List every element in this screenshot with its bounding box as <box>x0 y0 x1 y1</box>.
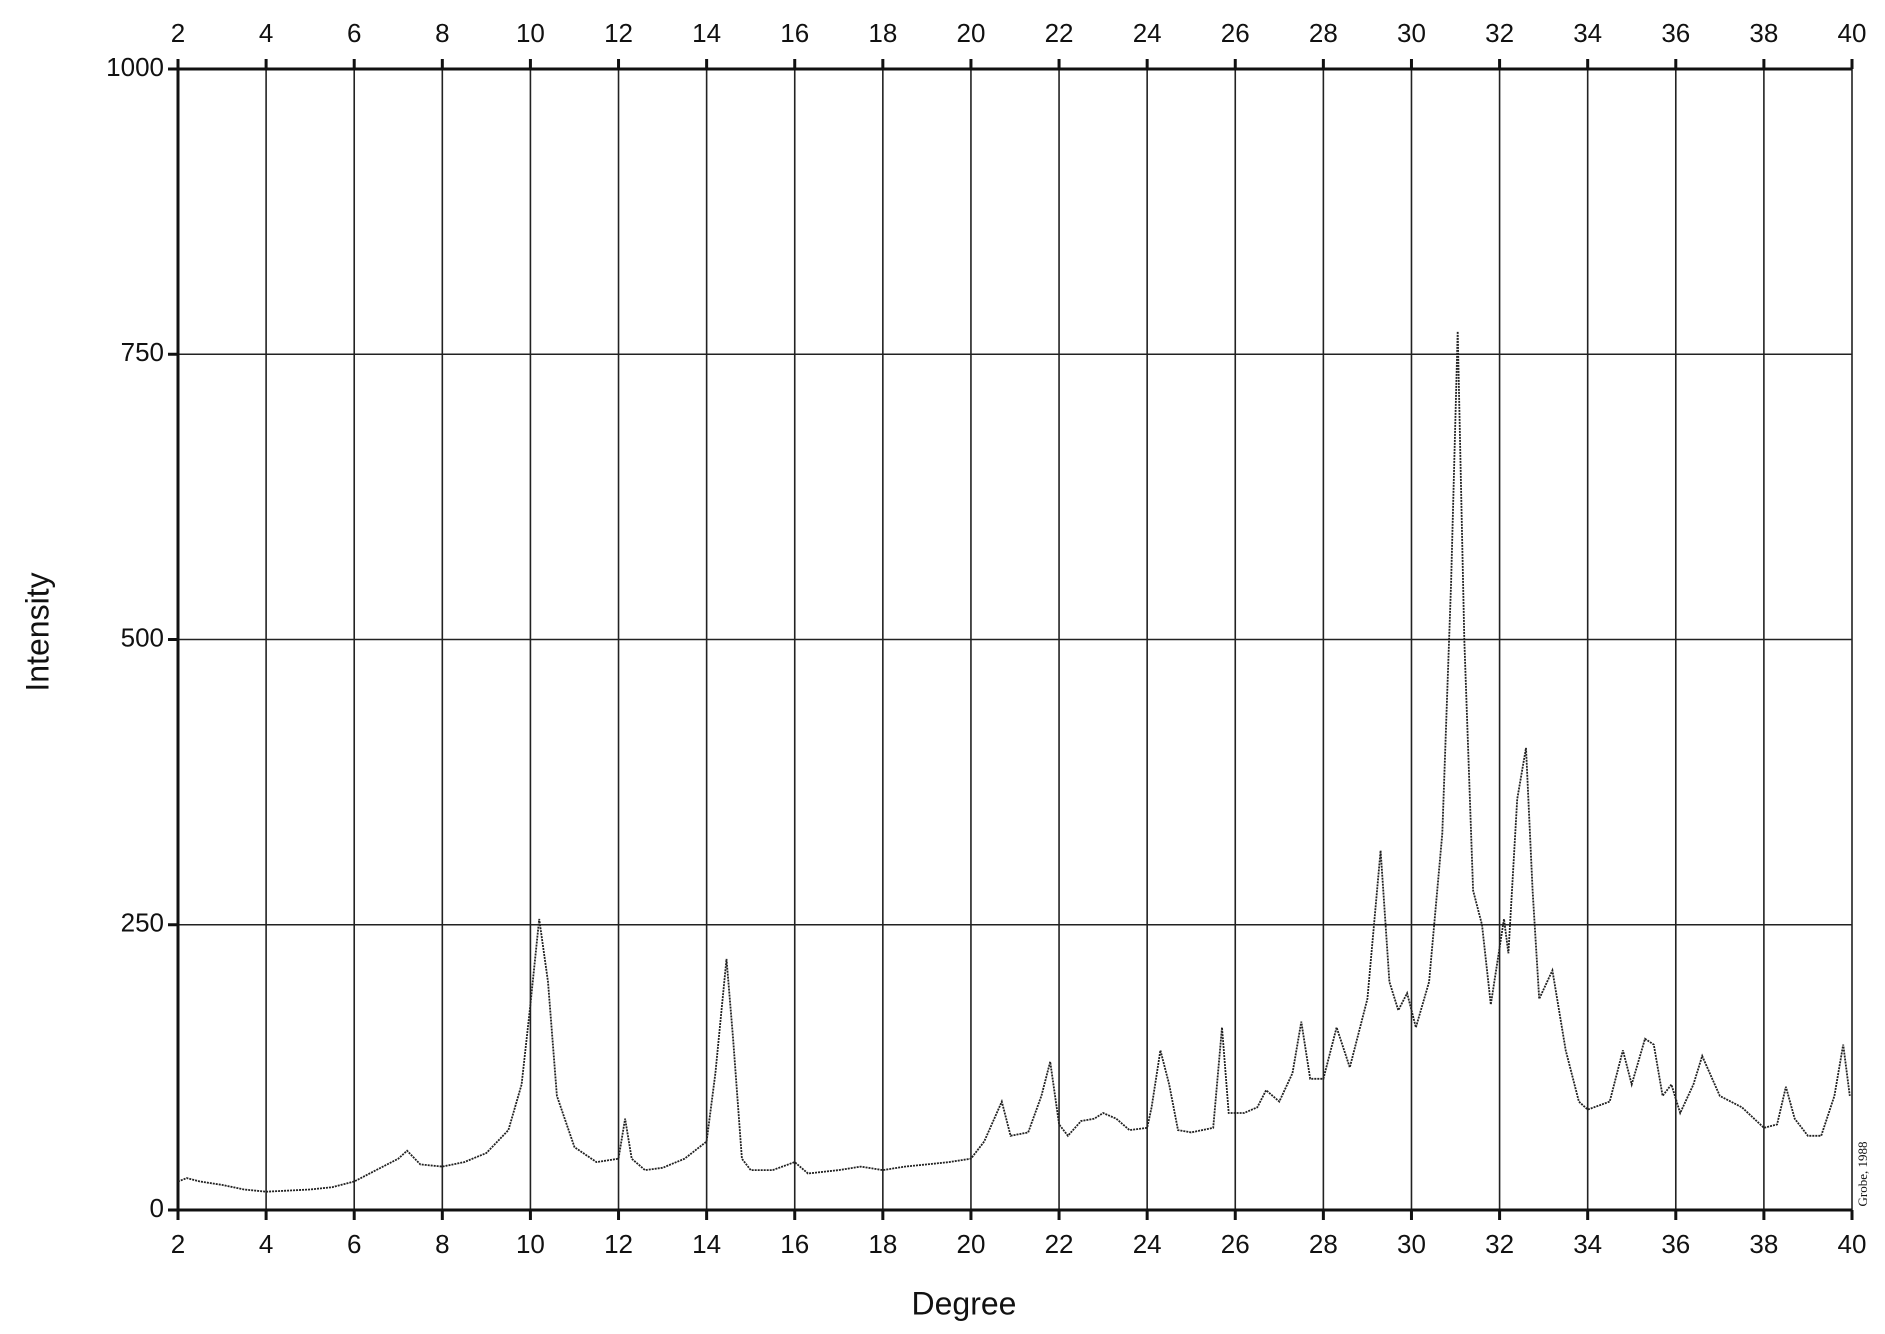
annotation: Grobe, 1988 <box>1855 1142 1870 1207</box>
y-axis-label: Intensity <box>19 572 55 691</box>
x-tick-label-top: 24 <box>1133 18 1162 48</box>
x-tick-label-top: 26 <box>1221 18 1250 48</box>
x-tick-label: 30 <box>1397 1229 1426 1259</box>
y-tick-label: 0 <box>150 1193 164 1223</box>
x-tick-label: 10 <box>516 1229 545 1259</box>
x-tick-label-top: 14 <box>692 18 721 48</box>
x-tick-label-top: 38 <box>1749 18 1778 48</box>
x-tick-label: 20 <box>956 1229 985 1259</box>
data-line <box>177 331 1851 1193</box>
x-tick-label: 24 <box>1133 1229 1162 1259</box>
x-tick-label-top: 8 <box>435 18 449 48</box>
x-axis-label: Degree <box>912 1285 1017 1321</box>
x-tick-label: 2 <box>171 1229 185 1259</box>
x-tick-label: 32 <box>1485 1229 1514 1259</box>
x-tick-label: 18 <box>868 1229 897 1259</box>
x-tick-label: 14 <box>692 1229 721 1259</box>
x-tick-label: 8 <box>435 1229 449 1259</box>
y-tick-label: 750 <box>121 337 164 367</box>
x-tick-label: 16 <box>780 1229 809 1259</box>
x-tick-label: 26 <box>1221 1229 1250 1259</box>
x-tick-label-top: 20 <box>956 18 985 48</box>
y-tick-label: 500 <box>121 622 164 652</box>
x-tick-label: 6 <box>347 1229 361 1259</box>
x-tick-label: 4 <box>259 1229 273 1259</box>
x-tick-label-top: 36 <box>1661 18 1690 48</box>
y-tick-label: 1000 <box>106 52 164 82</box>
x-tick-label-top: 28 <box>1309 18 1338 48</box>
x-tick-label-top: 32 <box>1485 18 1514 48</box>
x-tick-label: 40 <box>1838 1229 1867 1259</box>
x-tick-label-top: 2 <box>171 18 185 48</box>
x-tick-label-top: 6 <box>347 18 361 48</box>
x-tick-label: 28 <box>1309 1229 1338 1259</box>
x-tick-label-top: 30 <box>1397 18 1426 48</box>
x-tick-label: 12 <box>604 1229 633 1259</box>
x-tick-label-top: 12 <box>604 18 633 48</box>
x-tick-label-top: 10 <box>516 18 545 48</box>
x-tick-label-top: 16 <box>780 18 809 48</box>
x-tick-label: 34 <box>1573 1229 1602 1259</box>
x-tick-label-top: 22 <box>1045 18 1074 48</box>
x-tick-label: 22 <box>1045 1229 1074 1259</box>
x-tick-label-top: 34 <box>1573 18 1602 48</box>
y-tick-label: 250 <box>121 908 164 938</box>
x-tick-label-top: 40 <box>1838 18 1867 48</box>
x-tick-label: 38 <box>1749 1229 1778 1259</box>
x-tick-label-top: 18 <box>868 18 897 48</box>
x-tick-label: 36 <box>1661 1229 1690 1259</box>
x-tick-label-top: 4 <box>259 18 273 48</box>
